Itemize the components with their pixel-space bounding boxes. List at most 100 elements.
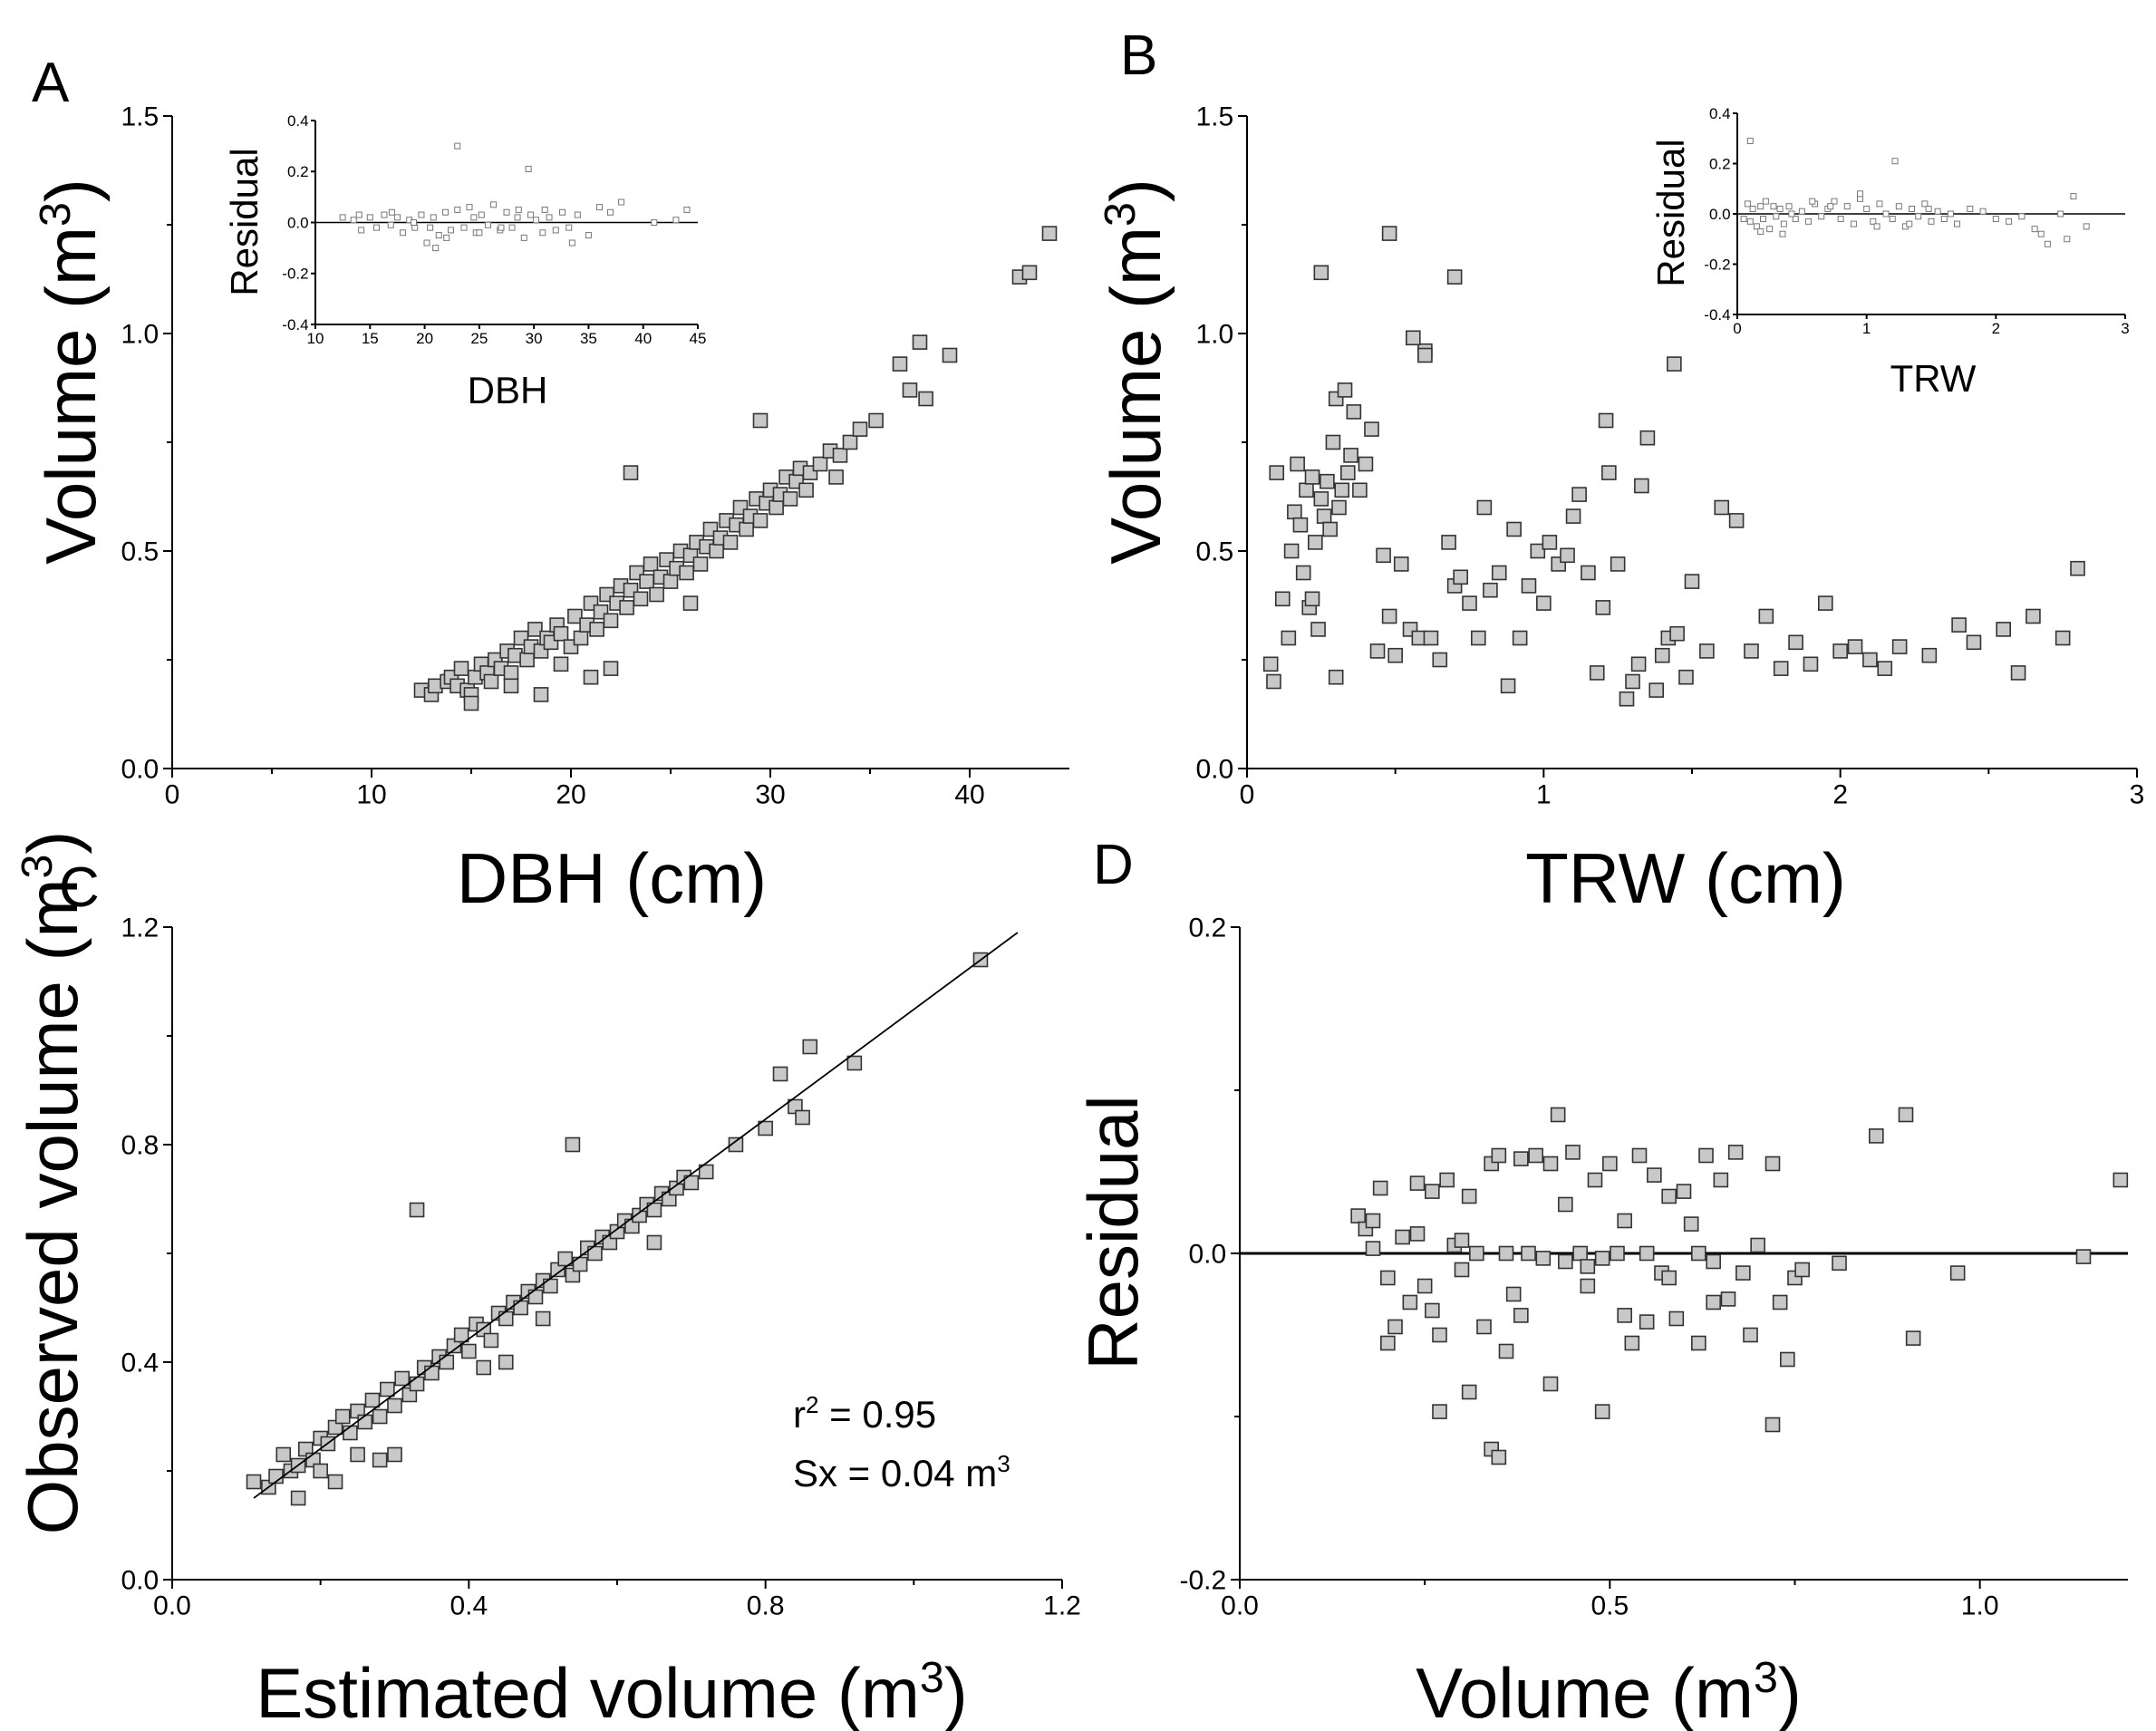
D-data-point: [1639, 1245, 1655, 1262]
B-data-point: [1699, 643, 1715, 659]
D-data-point: [1505, 1286, 1522, 1302]
A-data-point: [832, 448, 848, 463]
B-data-point: [1307, 535, 1323, 550]
panel-d-letter: D: [1093, 834, 1134, 896]
B-inset-data-point: [1770, 203, 1777, 210]
B-inset-data-point: [1762, 198, 1769, 205]
B-data-point: [1266, 673, 1281, 690]
D-data-point: [1380, 1270, 1396, 1286]
A-data-point: [623, 465, 639, 480]
D-data-point: [1594, 1251, 1610, 1266]
A-inset-data-point: [585, 232, 592, 239]
B-data-point: [1476, 499, 1493, 516]
B-inset-data-point: [1757, 227, 1764, 235]
B-data-point: [1274, 591, 1291, 607]
A-inset-data-point: [399, 229, 406, 237]
A-data-point: [643, 556, 659, 572]
D-data-point: [1387, 1319, 1403, 1335]
B-inset-data-point: [2044, 240, 2051, 247]
B-inset-data-point: [1740, 216, 1747, 223]
A-y-tick-label: 0.0: [121, 755, 159, 785]
B-data-point: [1281, 630, 1297, 646]
A-inset-x-tick-label: 40: [634, 330, 652, 347]
D-data-point: [1949, 1265, 1966, 1281]
B-data-point: [1310, 622, 1326, 637]
D-data-point: [1498, 1245, 1514, 1262]
D-data-point: [1513, 1308, 1529, 1323]
B-inset-data-point: [1744, 200, 1751, 208]
C-data-point: [394, 1370, 410, 1387]
A-inset-data-point: [546, 214, 553, 221]
A-inset-data-point: [358, 227, 365, 234]
A-data-point: [603, 613, 619, 629]
A-y-tick-label: 0.5: [121, 537, 159, 567]
A-inset-data-point: [651, 219, 658, 226]
A-inset-data-point: [515, 206, 522, 213]
B-data-point: [1788, 634, 1803, 651]
D-data-point: [1542, 1156, 1559, 1172]
C-x-tick-label: 1.2: [1043, 1591, 1081, 1621]
D-data-point: [1409, 1226, 1426, 1242]
A-inset-data-point: [441, 208, 449, 216]
A-inset-data-point: [411, 224, 419, 231]
C-data-point: [557, 1251, 574, 1267]
C-data-point: [758, 1120, 773, 1136]
panel-c-x-axis-title: Estimated volume (m3): [256, 1653, 967, 1731]
A-inset-data-point: [476, 229, 483, 237]
B-inset-data-point: [1788, 210, 1795, 218]
B-inset-data-point: [1954, 220, 1961, 227]
B-data-point: [1358, 456, 1374, 472]
A-inset-data-point: [498, 224, 505, 231]
A-inset-data-point: [490, 201, 498, 208]
A-data-point: [682, 595, 699, 611]
A-inset-y-tick-label: -0.2: [282, 266, 308, 283]
D-data-point: [1402, 1294, 1418, 1310]
D-data-point: [1647, 1167, 1662, 1183]
B-inset-data-point: [1785, 203, 1793, 210]
r-squared-annotation: r2 = 0.95: [793, 1391, 936, 1436]
A-inset-data-point: [527, 211, 535, 218]
B-data-point: [1262, 656, 1279, 672]
B-inset-data-point: [1947, 210, 1954, 218]
B-inset-y-tick-label: 0.2: [1709, 155, 1731, 172]
D-data-point: [1558, 1253, 1573, 1270]
D-data-point: [1898, 1107, 1914, 1123]
B-inset-data-point: [1798, 208, 1805, 215]
panel-c-plot: 0.0 0.4 0.8 1.2 0.0 0.4 0.8 1.2: [121, 914, 1080, 1621]
A-data-point: [852, 421, 868, 437]
D-data-point: [1380, 1335, 1396, 1351]
C-x-tick-label: 0.0: [153, 1591, 191, 1621]
B-data-point: [1877, 661, 1893, 676]
B-inset-x-tick-label: 1: [1862, 320, 1871, 337]
D-data-point: [1365, 1213, 1381, 1229]
A-inset-data-point: [454, 142, 461, 150]
A-inset-data-point: [539, 229, 546, 237]
B-inset-data-point: [1780, 220, 1787, 227]
D-data-point: [1905, 1330, 1921, 1346]
A-inset-data-point: [672, 217, 680, 224]
panel-c: C 0.0 0.4 0.8 1.2 0.0 0.4 0.8 1.2 Estimated vol…: [13, 831, 1081, 1731]
A-inset-data-point: [443, 234, 450, 241]
D-data-point: [1661, 1270, 1677, 1286]
A-data-point: [619, 600, 634, 615]
D-data-point: [1432, 1327, 1447, 1343]
B-data-point: [2010, 665, 2026, 681]
B-data-point: [1619, 691, 1635, 707]
A-inset-data-point: [574, 211, 581, 218]
B-data-point: [1581, 565, 1596, 581]
B-inset-data-point: [1967, 205, 1974, 212]
B-data-point: [1325, 434, 1341, 450]
C-data-point: [535, 1310, 551, 1327]
B-inset-data-point: [1915, 213, 1922, 220]
C-data-point: [498, 1310, 514, 1327]
B-inset-y-tick-label: 0.0: [1709, 206, 1731, 223]
C-data-point: [453, 1327, 469, 1343]
A-inset-data-point: [339, 214, 346, 221]
B-inset-data-point: [1818, 213, 1825, 220]
A-inset-data-point: [618, 198, 625, 206]
B-data-point: [1316, 508, 1332, 524]
D-data-point: [1750, 1237, 1765, 1253]
B-inset-data-point: [2070, 193, 2077, 200]
A-inset-x-tick-label: 30: [526, 330, 543, 347]
B-inset-data-point: [1753, 223, 1760, 230]
